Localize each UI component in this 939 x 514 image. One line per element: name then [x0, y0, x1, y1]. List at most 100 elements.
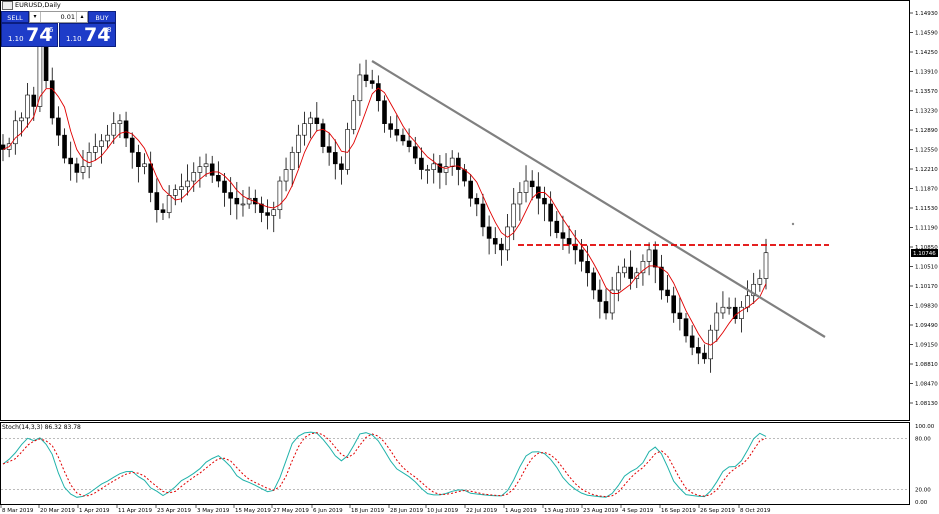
- candle-body: [326, 146, 332, 153]
- stoch-tick-label: 20.00: [915, 488, 931, 494]
- current-price-label: 1.10746: [913, 251, 936, 257]
- price-tick-label: 1.11190: [915, 226, 938, 232]
- trendline[interactable]: [371, 60, 826, 338]
- candle-body: [265, 212, 270, 216]
- main-chart-frame: [0, 0, 910, 421]
- one-click-trading-panel: SELL ▾ 0.01 ▴ BUY 1.10 74 6 1.10 74 8: [1, 11, 116, 47]
- candle-body: [142, 163, 147, 168]
- time-tick-label: 15 May 2019: [235, 508, 271, 514]
- candle-body: [105, 134, 110, 142]
- candle-body: [271, 209, 277, 216]
- price-tick-label: 1.12890: [915, 128, 938, 134]
- buy-price-box[interactable]: 1.10 74 8: [59, 23, 116, 47]
- stoch-axis: 100.00 80.00 20.00 0.00: [915, 424, 935, 506]
- candle-body: [302, 123, 307, 136]
- stoch-tick-label: 80.00: [915, 437, 931, 443]
- buy-price-big: 74: [84, 24, 111, 46]
- candle-body: [591, 272, 597, 291]
- candle-body: [511, 203, 517, 228]
- stoch-tick-label: 100.00: [915, 424, 935, 430]
- candle-body: [677, 312, 683, 319]
- moving-average-line: [2, 87, 767, 346]
- candle-body: [443, 166, 449, 173]
- candle-body: [166, 195, 172, 213]
- candle-body: [560, 232, 566, 239]
- candle-body: [43, 43, 49, 81]
- candle-body: [609, 289, 615, 314]
- candle-body: [665, 289, 670, 297]
- chart-title: EURUSD,Daily: [0, 0, 61, 10]
- candle-body: [123, 120, 129, 139]
- candle-body: [566, 238, 572, 245]
- candles: [0, 30, 769, 373]
- time-tick-label: 8 Mar 2019: [2, 508, 34, 514]
- candle-body: [412, 146, 418, 159]
- lot-size-input[interactable]: 0.01: [60, 13, 75, 21]
- price-tick-label: 1.08130: [915, 401, 938, 407]
- candle-body: [603, 301, 609, 314]
- time-tick-label: 18 Jun 2019: [351, 508, 385, 514]
- candle-body: [74, 163, 80, 173]
- candle-body: [652, 249, 658, 268]
- candle-body: [209, 163, 215, 176]
- candle-body: [739, 306, 744, 319]
- lot-decrease-icon[interactable]: ▾: [30, 12, 41, 22]
- candle-body: [499, 243, 504, 251]
- price-tick-label: 1.08470: [915, 382, 938, 388]
- candle-body: [726, 306, 732, 309]
- candle-body: [25, 94, 30, 119]
- time-tick-label: 20 Mar 2019: [40, 508, 75, 514]
- buy-button[interactable]: BUY: [88, 11, 116, 23]
- price-tick-label: 1.09830: [915, 304, 938, 310]
- time-tick-label: 6 Jun 2019: [313, 508, 343, 514]
- time-tick-label: 11 Apr 2019: [118, 508, 153, 514]
- candle-body: [160, 209, 166, 213]
- candle-body: [382, 100, 387, 124]
- candle-body: [616, 272, 621, 291]
- candle-body: [19, 117, 24, 122]
- time-tick-label: 27 May 2019: [273, 508, 309, 514]
- candle-body: [720, 306, 726, 314]
- stoch-tick-label: 0.00: [915, 500, 928, 506]
- sell-button[interactable]: SELL: [1, 11, 29, 23]
- candle-body: [456, 157, 461, 170]
- candle-body: [579, 249, 584, 262]
- price-tick-label: 1.13910: [915, 70, 938, 76]
- time-tick-label: 23 Apr 2019: [157, 508, 192, 514]
- time-tick-label: 28 Jun 2019: [390, 508, 424, 514]
- price-tick-label: 1.13230: [915, 109, 938, 115]
- candle-body: [745, 295, 750, 308]
- price-axis: 1.14930 1.14590 1.14250 1.13910 1.13570 1.132…: [909, 11, 938, 407]
- candle-body: [154, 192, 160, 211]
- candle-body: [351, 100, 357, 130]
- candle-body: [296, 134, 301, 153]
- candle-body: [68, 157, 73, 165]
- candle-body: [529, 180, 535, 188]
- candle-body: [320, 123, 326, 147]
- candle-body: [179, 186, 184, 190]
- candle-body: [388, 123, 393, 130]
- sell-price-box[interactable]: 1.10 74 6: [1, 23, 58, 47]
- candle-body: [437, 163, 443, 173]
- time-tick-label: 8 Oct 2019: [740, 508, 771, 514]
- candle-body: [492, 238, 498, 245]
- cursor-dot: [791, 222, 795, 226]
- lot-size-stepper[interactable]: ▾ 0.01 ▴: [29, 11, 88, 23]
- lot-increase-icon[interactable]: ▴: [76, 12, 87, 22]
- candle-body: [400, 134, 406, 142]
- candle-body: [763, 252, 769, 279]
- candle-body: [431, 163, 437, 170]
- sell-price-sup: 6: [49, 26, 54, 34]
- sell-price-prefix: 1.10: [8, 35, 24, 43]
- candle-body: [640, 261, 646, 274]
- price-tick-label: 1.11530: [915, 206, 938, 212]
- candle-body: [203, 163, 209, 168]
- price-tick-label: 1.10510: [915, 265, 938, 271]
- candle-body: [259, 203, 264, 213]
- candle-body: [468, 180, 473, 199]
- candle-body: [689, 335, 695, 348]
- candle-body: [191, 172, 197, 182]
- candle-body: [240, 203, 246, 206]
- chart-symbol-label: EURUSD,Daily: [15, 1, 61, 9]
